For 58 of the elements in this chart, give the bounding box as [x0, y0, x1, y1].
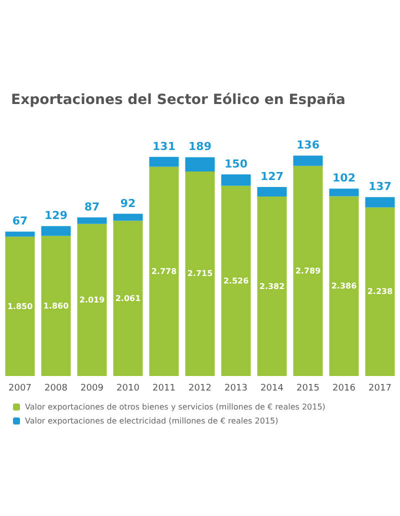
bar: [113, 214, 143, 221]
bar: [365, 207, 395, 376]
data-label: 87: [84, 200, 100, 214]
bar: [41, 236, 71, 376]
data-label: 1.860: [43, 301, 70, 310]
data-label: 2.061: [115, 294, 142, 303]
data-label: 137: [368, 180, 392, 194]
bar: [293, 166, 323, 376]
bar: [221, 174, 251, 186]
data-label: 189: [188, 140, 212, 154]
data-label: 129: [44, 209, 68, 222]
bar: [221, 186, 251, 376]
bar: [77, 224, 107, 376]
x-tick-label: 2008: [44, 384, 68, 394]
data-label: 131: [152, 140, 176, 153]
x-tick-label: 2009: [80, 384, 104, 394]
x-tick-label: 2012: [188, 384, 212, 394]
bar: [257, 196, 287, 376]
bar: [5, 236, 35, 376]
legend-label: Valor exportaciones de otros bienes y servicios (millones de € reales 2015): [25, 402, 326, 412]
data-label: 2.526: [223, 276, 250, 286]
data-label: 2.715: [187, 269, 214, 278]
data-label: 2.238: [367, 287, 394, 296]
data-label: 136: [296, 138, 320, 152]
x-tick-label: 2014: [260, 384, 284, 394]
x-tick-label: 2011: [152, 384, 176, 394]
bar: [257, 186, 287, 197]
data-label: 102: [332, 172, 356, 185]
legend-label: Valor exportaciones de electricidad (millones de € reales 2015): [25, 416, 278, 426]
bar: [365, 197, 395, 208]
data-label: 2.386: [331, 282, 358, 291]
data-label: 1.850: [7, 302, 34, 311]
bar: [5, 232, 35, 237]
bar: [77, 217, 107, 224]
bar: [293, 156, 323, 166]
data-label: 2.382: [259, 282, 285, 291]
data-label: 2.019: [79, 295, 106, 304]
bar: [329, 196, 359, 376]
x-tick-label: 2010: [116, 384, 140, 394]
data-label: 150: [224, 157, 248, 170]
bar: [329, 188, 359, 196]
x-tick-label: 2015: [296, 384, 320, 394]
x-tick-label: 2017: [368, 384, 392, 394]
data-label: 92: [120, 196, 136, 210]
bar: [149, 156, 179, 167]
data-label: 2.778: [151, 266, 178, 276]
x-tick-label: 2013: [224, 384, 248, 394]
bar: [185, 171, 215, 376]
x-tick-label: 2007: [8, 384, 32, 394]
bar: [149, 166, 179, 376]
data-label: 67: [12, 214, 28, 228]
x-tick-label: 2016: [332, 384, 356, 394]
bar: [185, 157, 215, 172]
chart-title: Exportaciones del Sector Eólico en España: [11, 92, 346, 108]
data-label: 127: [260, 170, 284, 183]
bar: [41, 226, 71, 236]
bar: [113, 220, 143, 376]
data-label: 2.789: [295, 266, 322, 276]
